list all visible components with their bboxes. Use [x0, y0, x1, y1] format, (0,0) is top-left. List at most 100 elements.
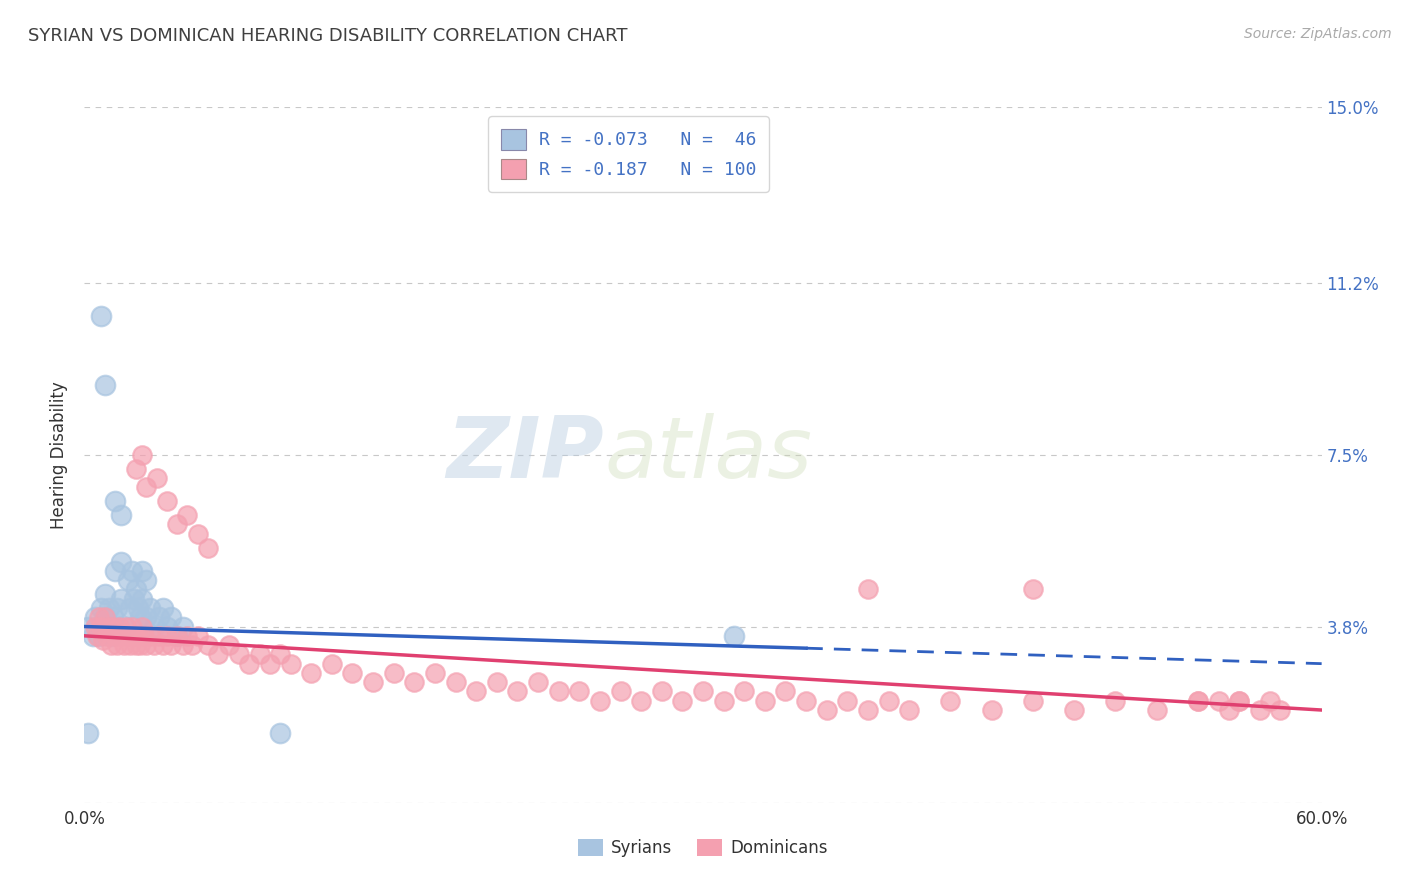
Point [166, 629, 188, 643]
Point [382, 665, 405, 680]
Point [105, 601, 128, 615]
Point [110, 591, 132, 606]
Point [651, 684, 673, 698]
Point [166, 517, 188, 532]
Point [77, 619, 100, 633]
Point [96, 629, 118, 643]
Point [172, 638, 194, 652]
Text: atlas: atlas [605, 413, 813, 497]
Point [568, 684, 591, 698]
Point [249, 648, 271, 662]
Point [321, 657, 343, 671]
Point [187, 526, 209, 541]
Point [145, 471, 167, 485]
Point [90, 309, 112, 323]
Point [259, 657, 281, 671]
Point [1227, 694, 1250, 708]
Point [143, 638, 166, 652]
Point [1146, 703, 1168, 717]
Point [131, 619, 153, 633]
Point [117, 629, 139, 643]
Point [630, 694, 652, 708]
Point [1022, 694, 1045, 708]
Point [794, 694, 817, 708]
Point [100, 638, 122, 652]
Point [110, 629, 132, 643]
Point [122, 591, 145, 606]
Y-axis label: Hearing Disability: Hearing Disability [51, 381, 69, 529]
Point [83, 610, 105, 624]
Point [103, 610, 125, 624]
Point [160, 638, 183, 652]
Point [94, 587, 117, 601]
Point [723, 629, 745, 643]
Point [143, 619, 166, 633]
Point [139, 601, 162, 615]
Point [423, 665, 446, 680]
Point [1227, 694, 1250, 708]
Point [939, 694, 962, 708]
Point [342, 665, 364, 680]
Point [77, 726, 100, 740]
Point [589, 694, 612, 708]
Point [547, 684, 569, 698]
Point [733, 684, 755, 698]
Point [129, 638, 152, 652]
Point [112, 638, 135, 652]
Point [148, 629, 170, 643]
Point [856, 582, 879, 597]
Point [100, 629, 122, 643]
Point [172, 619, 194, 633]
Point [131, 448, 153, 462]
Point [87, 629, 110, 643]
Point [117, 573, 139, 587]
Point [815, 703, 838, 717]
Point [148, 610, 170, 624]
Point [160, 610, 183, 624]
Point [754, 694, 776, 708]
Point [176, 629, 198, 643]
Point [121, 564, 143, 578]
Point [361, 675, 384, 690]
Point [94, 378, 117, 392]
Text: SYRIAN VS DOMINICAN HEARING DISABILITY CORRELATION CHART: SYRIAN VS DOMINICAN HEARING DISABILITY C… [28, 27, 627, 45]
Point [118, 638, 141, 652]
Point [94, 610, 117, 624]
Text: Source: ZipAtlas.com: Source: ZipAtlas.com [1244, 27, 1392, 41]
Text: ZIP: ZIP [446, 413, 605, 497]
Point [1063, 703, 1085, 717]
Point [104, 564, 127, 578]
Point [82, 629, 104, 643]
Point [228, 648, 250, 662]
Point [98, 601, 121, 615]
Point [86, 619, 108, 633]
Point [506, 684, 529, 698]
Point [692, 684, 714, 698]
Point [837, 694, 859, 708]
Point [131, 564, 153, 578]
Point [180, 638, 202, 652]
Point [135, 610, 157, 624]
Point [134, 629, 156, 643]
Point [127, 629, 149, 643]
Point [269, 648, 291, 662]
Point [187, 629, 209, 643]
Point [527, 675, 550, 690]
Point [105, 638, 128, 652]
Point [135, 480, 157, 494]
Point [713, 694, 735, 708]
Point [121, 619, 143, 633]
Point [98, 619, 121, 633]
Point [91, 619, 114, 633]
Point [91, 633, 114, 648]
Point [1104, 694, 1126, 708]
Point [104, 494, 127, 508]
Point [110, 508, 132, 523]
Point [103, 619, 125, 633]
Point [465, 684, 488, 698]
Point [156, 494, 179, 508]
Point [125, 462, 148, 476]
Point [127, 601, 149, 615]
Point [856, 703, 879, 717]
Point [96, 619, 118, 633]
